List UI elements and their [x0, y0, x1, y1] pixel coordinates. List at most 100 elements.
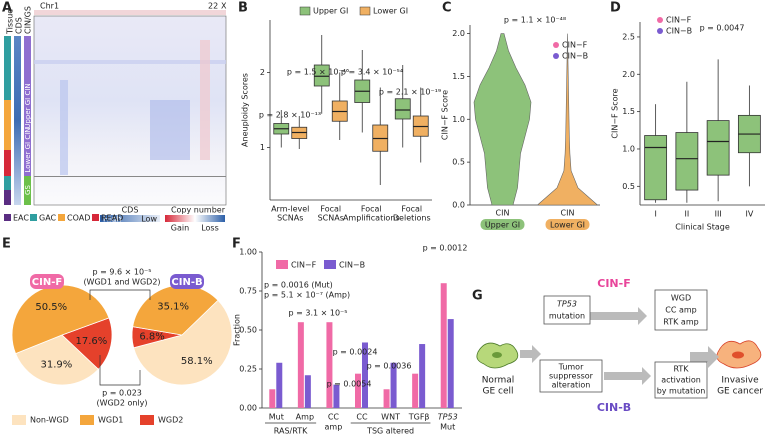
x-tick-label: Arm-level [271, 205, 309, 214]
legend-swatch [324, 260, 336, 269]
legend-swatch [30, 214, 37, 221]
bar [297, 322, 304, 408]
legend-label: READ [101, 214, 123, 223]
copy-number-scale-label: Gain [171, 224, 189, 233]
column-label: CIN/GS [24, 6, 33, 34]
group-label: Lower GI [550, 221, 585, 230]
pie-title: CIN-F [32, 277, 62, 288]
pie-title-pill [170, 274, 204, 289]
x-tick-label: III [715, 210, 722, 219]
diagram-text: RTK amp [663, 318, 698, 327]
legend-label: Non-WGD [30, 416, 69, 425]
bar [269, 389, 276, 408]
bar [276, 362, 283, 408]
legend-swatch [80, 415, 94, 425]
x-tick-label: amp [325, 423, 343, 432]
diagram-text: GE cancer [717, 387, 763, 397]
x-tick-label: IV [745, 210, 753, 219]
p-value: p = 2.1 × 10⁻¹⁹ [379, 88, 441, 97]
group-label: Lower GI CIN [24, 127, 32, 172]
arrow [604, 367, 651, 385]
tissue-segment [4, 36, 11, 100]
diagram-box [539, 359, 603, 393]
box [675, 132, 699, 191]
p-value: p = 2.8 × 10⁻¹³ [259, 111, 321, 120]
x-tick-label: WNT [381, 413, 400, 422]
y-tick-label: 1.00 [239, 248, 257, 257]
pie-title: CIN-B [171, 277, 202, 288]
y-tick-label: 2 [260, 68, 265, 77]
legend-swatch [553, 42, 559, 48]
diagram-box [543, 295, 591, 325]
legend-swatch [58, 214, 65, 221]
copy-number-label: Copy number [171, 206, 226, 215]
y-axis-label: Fraction [233, 314, 242, 346]
box [644, 135, 668, 201]
y-tick-label: 1.5 [622, 107, 635, 116]
bar [326, 322, 333, 408]
cds-scale-label: High [103, 215, 121, 224]
panel-label: B [238, 1, 248, 16]
p-value: p = 1.1 × 10⁻⁴⁸ [504, 16, 566, 25]
diagram-text: suppressor [549, 372, 594, 381]
nucleus [492, 352, 502, 358]
p-value: (WGD2 only) [96, 399, 147, 408]
arrow [690, 346, 719, 368]
x-tick-label: CC [328, 413, 340, 422]
legend-swatch [553, 53, 559, 59]
p-value: p = 3.4 × 10⁻⁵⁴ [341, 68, 403, 77]
value-label: 35.1% [157, 301, 189, 312]
arrow [580, 307, 647, 325]
x-tick-label: II [685, 210, 690, 219]
p-value: p = 0.0024 [333, 348, 378, 357]
diagram-text: Tumor [558, 363, 584, 372]
diagram-text: CC amp [665, 306, 697, 315]
cin-f-label: CIN-F [597, 277, 630, 290]
y-tick-label: 1.0 [622, 144, 635, 153]
legend-label: CIN−B [339, 261, 365, 270]
panel-label: E [2, 237, 11, 252]
column-label: Tissue [6, 9, 15, 35]
diagram-box [654, 361, 708, 399]
legend-swatch [657, 28, 663, 34]
legend-swatch [92, 214, 99, 221]
y-axis-label: CIN−F Score [441, 90, 450, 140]
chromosome-label: 22 [208, 2, 218, 11]
y-tick-label: 0.00 [239, 404, 257, 413]
bar [362, 342, 368, 408]
bracket [99, 355, 141, 386]
p-value: p = 0.0012 [423, 244, 468, 253]
diagram-text: GE cell [482, 387, 513, 397]
x-tick-label: CC [356, 413, 368, 422]
legend-swatch [140, 415, 154, 425]
column-label: CDS [15, 17, 24, 34]
diagram-text: activation [661, 376, 701, 385]
x-tick-label: I [654, 210, 656, 219]
legend-label: CIN−B [562, 52, 588, 61]
diagram-text: by mutation [657, 387, 706, 396]
legend-swatch [299, 6, 311, 16]
y-tick-label: 2.5 [622, 32, 635, 41]
y-tick-label: 2.0 [622, 70, 635, 79]
x-tick-label: Amp [296, 413, 314, 422]
panel-label: C [442, 1, 452, 16]
p-value: p = 0.023 [102, 389, 142, 398]
cds-column [14, 36, 21, 205]
value-label: 58.1% [181, 356, 213, 367]
value-label: 50.5% [35, 302, 67, 313]
box [313, 64, 330, 87]
diagram-box [654, 289, 708, 331]
x-tick-label: Focal [361, 205, 382, 214]
chromosome-label: X [221, 2, 227, 11]
p-value: p = 0.0054 [327, 380, 372, 389]
bar [355, 373, 361, 408]
y-tick-label: 1.5 [452, 72, 465, 81]
legend-label: WGD2 [158, 416, 183, 425]
tissue-segment [4, 190, 11, 205]
gs-column [24, 176, 31, 205]
group-label: GS [24, 185, 32, 195]
pie-title-pill [30, 274, 64, 289]
x-tick-label: Mut [269, 413, 284, 422]
p-value: p = 0.0016 (Mut) [264, 281, 333, 290]
y-tick-label: 2.0 [452, 29, 465, 38]
